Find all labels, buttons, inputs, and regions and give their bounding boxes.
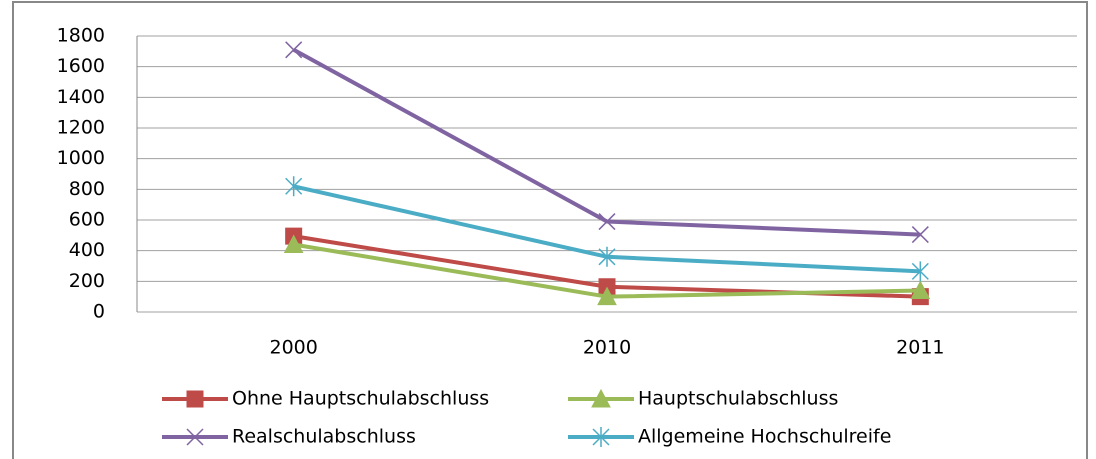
y-tick-label: 600 <box>69 209 105 231</box>
marker <box>186 390 204 408</box>
marker <box>598 213 616 231</box>
marker <box>591 388 611 408</box>
legend-label: Realschulabschluss <box>232 426 416 448</box>
y-tick-label: 1800 <box>57 25 105 47</box>
y-tick-label: 200 <box>69 270 105 292</box>
y-tick-label: 1000 <box>57 147 105 169</box>
marker <box>910 280 931 300</box>
marker <box>911 261 929 282</box>
x-tick-label: 2010 <box>583 337 631 359</box>
y-tick-label: 800 <box>69 178 105 200</box>
marker <box>285 176 303 197</box>
y-tick-label: 400 <box>69 239 105 261</box>
y-tick-label: 1600 <box>57 55 105 77</box>
x-tick-label: 2011 <box>896 337 944 359</box>
marker <box>592 427 610 447</box>
marker <box>285 41 303 59</box>
y-tick-label: 1400 <box>57 86 105 108</box>
marker <box>283 234 304 254</box>
legend-label: Hauptschulabschluss <box>638 388 838 410</box>
marker <box>598 246 616 267</box>
marker <box>911 226 929 244</box>
x-tick-label: 2000 <box>269 337 317 359</box>
y-tick-label: 1200 <box>57 117 105 139</box>
legend-label: Allgemeine Hochschulreife <box>638 426 891 448</box>
y-tick-label: 0 <box>93 301 105 323</box>
marker <box>186 428 204 446</box>
marker <box>597 286 617 306</box>
legend-label: Ohne Hauptschulabschluss <box>232 388 489 410</box>
chart-border <box>12 1 1088 459</box>
